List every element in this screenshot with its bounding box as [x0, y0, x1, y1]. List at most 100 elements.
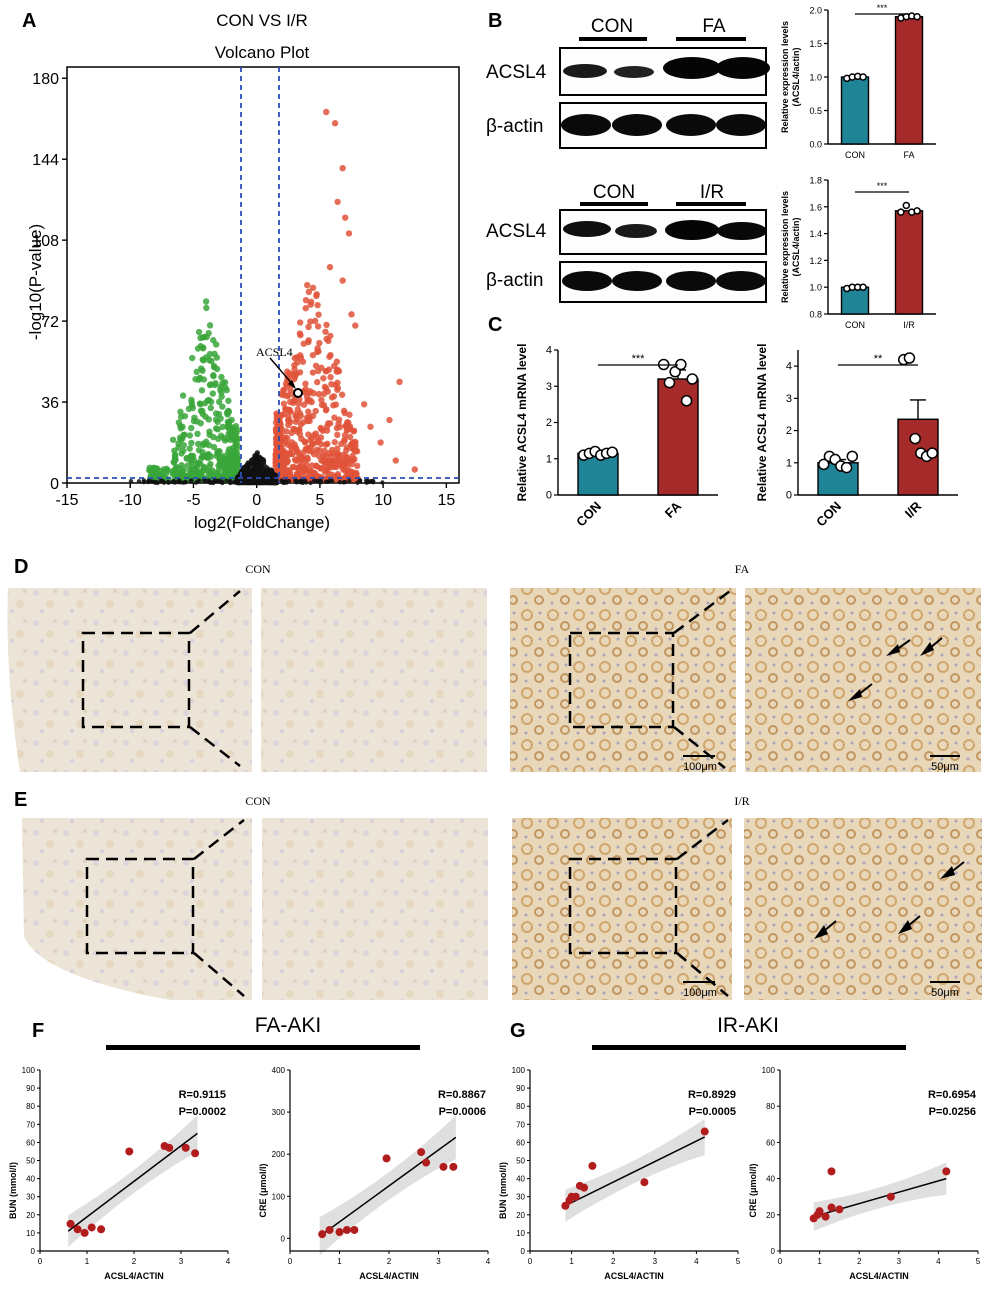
volcano-point: [328, 380, 335, 388]
wb-bottom-group-ir: I/R: [700, 182, 724, 203]
bar-ytick-label: 3: [546, 381, 552, 393]
volcano-point: [231, 466, 238, 474]
volcano-point: [264, 465, 270, 471]
bar-ytick-label: 0.0: [809, 140, 822, 150]
arrow-icon: [814, 925, 828, 939]
volcano-point: [182, 480, 188, 485]
bar-category-label: CON: [845, 150, 865, 160]
scatter-ir-bun: 0 10 20 30 40 50 60 70 80 90 100 0 1 2 3 4 5 R=0.8929 P=0.…: [498, 1066, 741, 1281]
volcano-point: [193, 418, 201, 425]
scatter-xtick-label: 3: [897, 1257, 902, 1266]
volcano-point: [282, 438, 290, 446]
volcano-point: [304, 281, 311, 289]
regression-line: [67, 1132, 198, 1232]
volcano-ytick-label: 180: [32, 71, 59, 88]
scatter-point: [87, 1223, 96, 1232]
scatter-point: [827, 1203, 836, 1212]
bar-ytick-label: 1: [546, 453, 552, 465]
wb-top-row-acsl4: ACSL4: [486, 62, 547, 83]
bar-ytick-label: 1.5: [809, 39, 822, 49]
volcano-point: [302, 296, 310, 304]
volcano-point: [303, 462, 311, 469]
bar-data-point: [686, 373, 699, 385]
scatter-ytick-label: 80: [766, 1102, 775, 1111]
panel-label-b: B: [488, 10, 503, 32]
volcano-point: [323, 479, 329, 484]
volcano-point: [305, 408, 312, 415]
volcano-point: [352, 322, 359, 329]
volcano-xtick-label: -10: [119, 492, 142, 509]
volcano-point: [321, 463, 328, 470]
volcano-point: [212, 379, 219, 387]
volcano-point: [219, 423, 226, 431]
scatter-fa-bun: 0 10 20 30 40 50 60 70 80 90 100 0 1 2 3 4 R=0.9115 P=0.0…: [8, 1066, 231, 1281]
volcano-point: [281, 410, 288, 418]
volcano-point: [205, 329, 212, 337]
wb-top-acsl4-band: [663, 57, 721, 79]
scatter-point: [417, 1148, 426, 1157]
volcano-point: [268, 470, 274, 476]
scatter-ytick-label: 90: [26, 1084, 35, 1093]
volcano-point: [169, 436, 177, 443]
volcano-point: [289, 463, 296, 471]
volcano-point: [227, 480, 233, 485]
scatter-ytick-label: 30: [516, 1193, 525, 1202]
volcano-point: [198, 387, 206, 394]
volcano-point: [136, 479, 142, 484]
wb-bottom-actin-band: [612, 271, 662, 291]
volcano-ylabel: -log10(P-value): [26, 224, 45, 340]
scatter-xtick-label: 4: [936, 1257, 941, 1266]
volcano-point: [302, 380, 309, 387]
wb-top-bar-fa: [676, 37, 746, 41]
scatter-point: [449, 1162, 458, 1171]
bar-ytick-label: 4: [546, 345, 552, 357]
volcano-point: [193, 368, 200, 376]
volcano-point: [338, 440, 345, 448]
arrow-icon: [857, 683, 873, 696]
volcano-point: [309, 351, 317, 359]
wb-bottom-bar-ir: [676, 202, 746, 206]
bar-ytick-label: 0: [786, 490, 792, 502]
volcano-point: [271, 478, 277, 483]
histology-d-fa-low: [510, 588, 736, 772]
scatter-ytick-label: 100: [272, 1192, 286, 1201]
bar-data-point: [913, 12, 921, 21]
scatter-xtick-label: 2: [132, 1257, 137, 1266]
scatter-ytick-label: 100: [512, 1066, 526, 1075]
volcano-point: [224, 478, 229, 483]
wb-bottom-acsl4-band: [665, 220, 719, 240]
scatter-point: [335, 1228, 344, 1237]
scatter-ytick-label: 30: [26, 1193, 35, 1202]
volcano-point: [196, 478, 202, 483]
volcano-point: [202, 298, 210, 305]
scatter-stat-p: P=0.0006: [439, 1106, 486, 1118]
volcano-point: [296, 319, 304, 326]
volcano-ytick-label: 108: [32, 233, 59, 250]
volcano-point: [297, 421, 305, 428]
wb-bottom-acsl4-band: [563, 221, 611, 237]
scatter-xtick-label: 4: [486, 1257, 491, 1266]
volcano-point: [293, 370, 300, 377]
volcano-xtick-label: 5: [315, 492, 324, 509]
volcano-point: [231, 480, 236, 485]
volcano-point: [345, 426, 352, 433]
volcano-point: [322, 453, 330, 460]
bar-data-point: [913, 207, 921, 215]
scatter-point: [640, 1178, 649, 1187]
volcano-point: [197, 365, 205, 372]
volcano-acsl4-label: ACSL4: [256, 345, 293, 359]
volcano-point: [297, 331, 304, 339]
volcano-point: [284, 480, 289, 485]
volcano-title-line1: CON VS I/R: [216, 11, 308, 30]
scatter-point: [165, 1143, 174, 1152]
volcano-point: [392, 457, 399, 464]
volcano-point: [264, 479, 269, 484]
scatter-ytick-label: 40: [516, 1175, 525, 1184]
arrow-icon: [949, 861, 965, 874]
volcano-point: [316, 339, 323, 347]
volcano-point: [186, 445, 193, 452]
volcano-point: [298, 479, 303, 485]
scatter-xtick-label: 1: [817, 1257, 822, 1266]
histology-d-label-con: CON: [245, 562, 271, 576]
bar-category-label: I/R: [903, 320, 915, 330]
